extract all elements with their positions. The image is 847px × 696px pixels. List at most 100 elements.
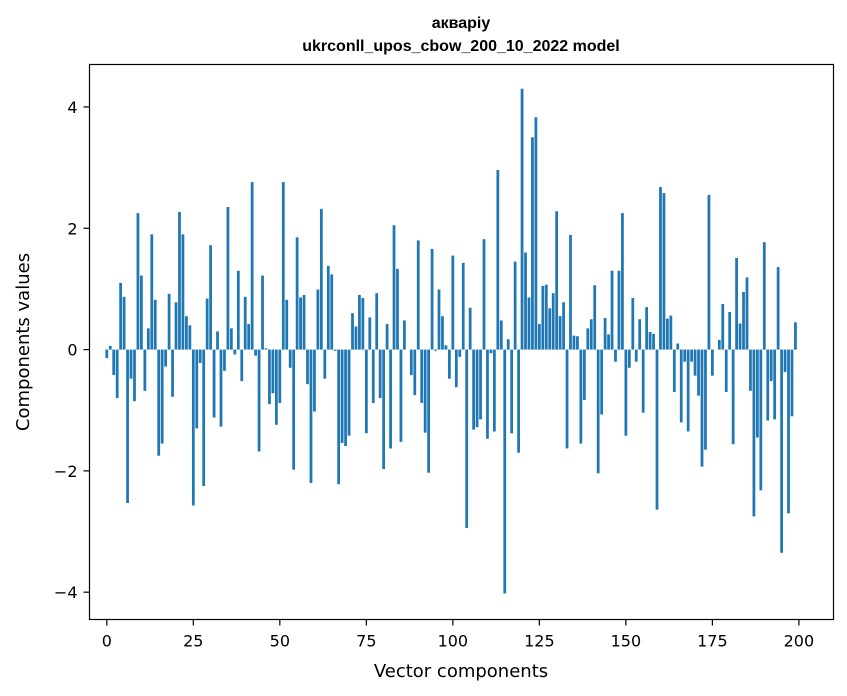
bar [520,88,524,350]
bar [354,326,358,350]
bars-group [105,88,797,594]
bar [794,322,797,350]
x-axis-label: Vector components [374,661,548,682]
bar [759,349,763,491]
bar [133,349,136,402]
bar [579,349,583,444]
bar [122,296,126,350]
bar [600,349,604,415]
bar [624,349,628,436]
x-tick-label: 100 [438,632,469,651]
x-tick-label: 150 [611,632,642,651]
bar [382,349,386,470]
bar [160,349,164,444]
bar [140,275,143,350]
bar [790,349,794,417]
bar [621,213,624,350]
bar [337,349,341,485]
bar [319,208,323,350]
bar [662,193,666,350]
bar [721,304,725,350]
bar [326,265,330,350]
bar [524,252,527,350]
bar [171,349,174,397]
bar [745,277,749,350]
bar [492,349,496,432]
bar [510,349,514,434]
bar [202,349,206,487]
bar [686,349,690,432]
bar [544,284,548,350]
bar [607,334,610,350]
bar [306,349,309,385]
bar [195,349,199,429]
bar [683,349,687,362]
x-tick-label: 200 [784,632,815,651]
y-tick-label: −4 [54,583,78,602]
bar [780,349,783,553]
bar [451,255,455,350]
bar [693,349,697,376]
bar [330,274,334,350]
bar [762,242,766,350]
bar [461,262,465,350]
y-axis-ticks: −4 −2 0 2 4 [54,98,90,602]
bar [396,268,399,350]
bar [340,349,344,443]
plot-area-frame [88,63,835,621]
bar [409,349,413,376]
x-tick-label: 75 [356,632,376,651]
bar [558,316,562,350]
bar [413,349,417,396]
bar [323,349,327,379]
y-tick-label: 2 [67,219,77,238]
bar [728,311,732,350]
bar [582,349,586,400]
bar [738,323,742,350]
bar [634,349,638,362]
bar [437,289,441,350]
bar [690,349,694,362]
bar [226,207,230,350]
bar [358,294,361,350]
bar [548,308,552,350]
bar [264,348,268,350]
bar [707,194,711,350]
bar [288,349,292,368]
bar [420,349,424,403]
bar [333,349,337,351]
bar [178,211,181,350]
bar [589,319,593,350]
x-tick-label: 0 [102,632,112,651]
bar [261,275,264,350]
bar [295,237,299,350]
bar [531,137,534,350]
bar [482,239,486,350]
bar [468,307,472,350]
bar [648,331,652,350]
bar [403,320,406,350]
bar [299,297,302,350]
bar [423,349,427,433]
bar [565,349,569,449]
bar [641,349,645,413]
bar [596,349,600,474]
bar [378,349,382,399]
bar [150,234,154,350]
bar [129,349,133,379]
bar [368,317,372,350]
bar [205,298,209,350]
bar [787,349,790,514]
bar [576,336,579,350]
bar [572,335,576,350]
bar [503,349,507,594]
bar [236,270,240,350]
bar [371,349,375,403]
bar [427,349,431,473]
bar [157,349,161,456]
bar [537,324,541,350]
bar [167,293,171,350]
bar [309,349,313,484]
bar [219,349,223,427]
bar [755,349,759,438]
